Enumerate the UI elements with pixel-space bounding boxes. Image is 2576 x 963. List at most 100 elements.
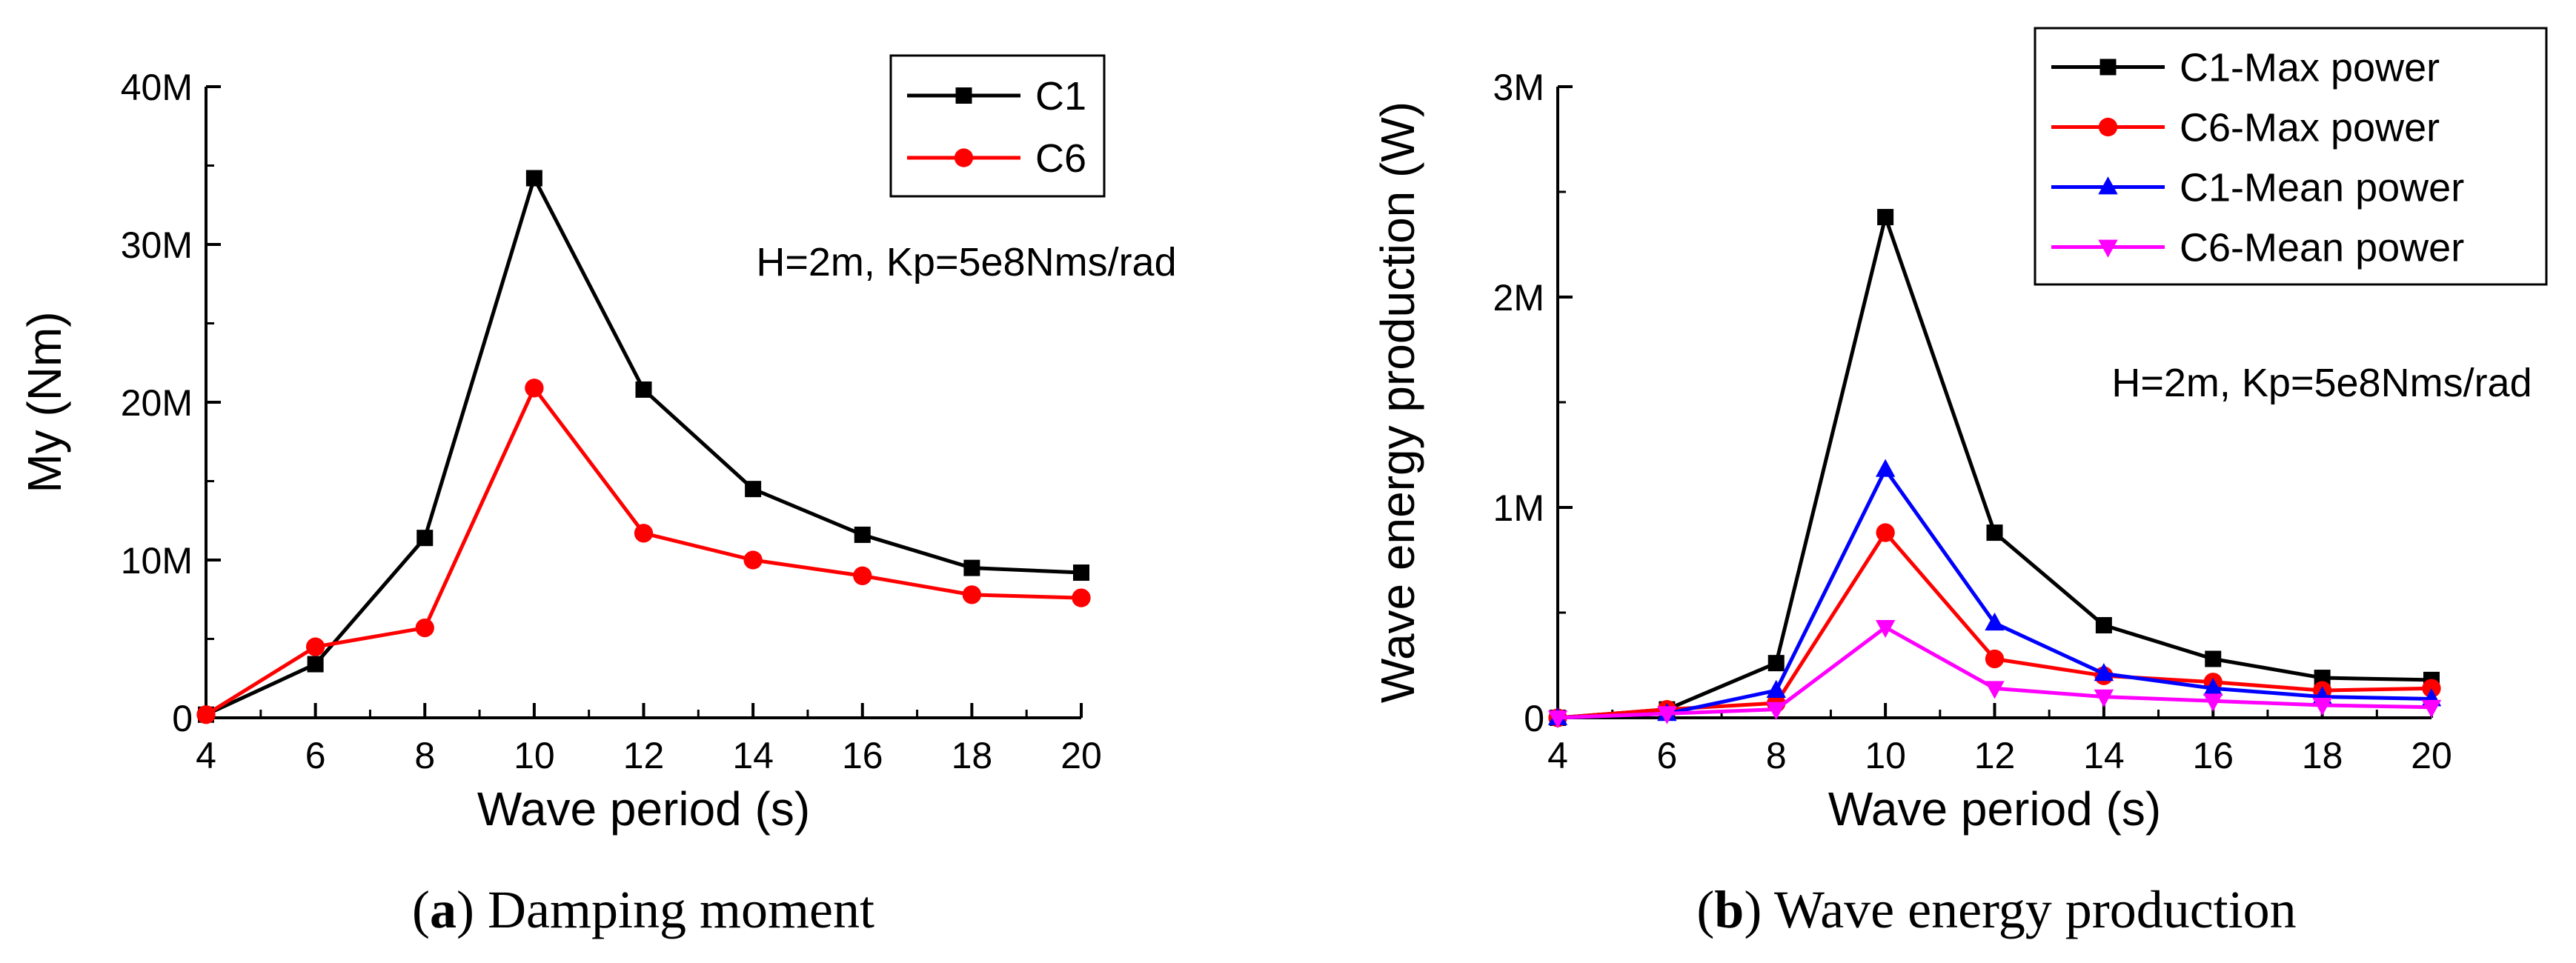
data-point <box>634 524 654 543</box>
x-tick-label: 8 <box>414 735 435 776</box>
series-line-c6 <box>205 386 1082 716</box>
y-tick-label: 1M <box>1493 487 1544 529</box>
data-point <box>307 656 324 673</box>
chart-annotation: H=2m, Kp=5e8Nms/rad <box>2111 361 2532 405</box>
legend-box <box>2034 27 2548 286</box>
legend-marker <box>2099 59 2117 76</box>
legend-label: C1-Mean power <box>2180 166 2464 210</box>
chart-damping-moment: 4 6 8 10 12 14 16 18 20 0 10M 20M 30M 40M Wave period … <box>18 54 1177 939</box>
data-point <box>1985 681 2005 699</box>
data-point <box>743 550 763 570</box>
data-point <box>854 526 871 543</box>
data-point <box>1073 564 1089 582</box>
data-point <box>635 381 652 398</box>
legend-label: C1 <box>1035 74 1086 119</box>
data-point <box>305 637 325 656</box>
legend-label: C1-Max power <box>2180 46 2440 90</box>
data-point <box>1547 710 1568 729</box>
data-point <box>2094 663 2114 682</box>
legend-label: C6-Mean power <box>2180 226 2464 270</box>
x-axis-label: Wave period (s) <box>477 782 810 836</box>
x-tick-label: 8 <box>1766 735 1787 776</box>
caption-letter: a <box>430 880 457 939</box>
data-point <box>2314 670 2331 687</box>
data-point <box>2203 677 2223 696</box>
x-axis-label: Wave period (s) <box>1828 782 2161 836</box>
data-point <box>1985 612 2005 631</box>
y-tick-label: 30M <box>121 224 193 266</box>
data-point <box>415 618 434 638</box>
x-tick-label: 16 <box>2192 735 2234 776</box>
x-tick-label: 16 <box>842 735 883 776</box>
data-point <box>525 379 544 398</box>
data-point <box>196 705 216 724</box>
y-tick-label: 2M <box>1493 277 1544 319</box>
y-axis-label: Wave energy production (W) <box>1371 101 1424 703</box>
x-tick-label: 6 <box>305 735 326 776</box>
caption-paren-open: ( <box>1696 880 1714 939</box>
data-point <box>962 585 982 604</box>
data-point <box>1875 619 1896 639</box>
data-point <box>1877 209 1894 226</box>
legend-marker <box>954 148 974 167</box>
x-tick-label: 20 <box>2411 735 2452 776</box>
caption-paren-close: ) <box>457 880 474 939</box>
x-tick-label: 10 <box>514 735 555 776</box>
data-point <box>853 566 872 585</box>
data-point <box>2312 698 2332 716</box>
y-tick-label: 40M <box>121 67 193 108</box>
y-tick-label: 0 <box>172 698 193 739</box>
y-tick-label: 10M <box>121 540 193 582</box>
legend-marker <box>2098 176 2118 195</box>
y-tick-label: 3M <box>1493 67 1544 108</box>
x-tick-label: 14 <box>2083 735 2125 776</box>
data-point <box>1657 706 1677 724</box>
data-point <box>1072 588 1091 607</box>
x-tick-label: 12 <box>1974 735 2016 776</box>
legend-marker <box>955 87 972 104</box>
x-tick-label: 18 <box>952 735 993 776</box>
legend-marker <box>2098 117 2118 137</box>
data-point <box>1766 679 1786 698</box>
x-tick-label: 4 <box>196 735 216 776</box>
y-axis-label: My (Nm) <box>18 311 71 493</box>
data-point <box>525 170 542 187</box>
x-tick-label: 14 <box>732 735 774 776</box>
y-tick-label: 20M <box>121 382 193 424</box>
data-point <box>416 530 434 547</box>
data-point <box>1876 523 1895 542</box>
caption-paren-open: ( <box>412 880 430 939</box>
data-point <box>963 559 980 576</box>
x-tick-label: 10 <box>1865 735 1906 776</box>
figure-caption: (a) Damping moment <box>412 880 874 939</box>
x-tick-label: 18 <box>2302 735 2343 776</box>
series-line-c1-max-power <box>1557 215 2432 720</box>
data-point <box>745 481 762 498</box>
legend-label: C6-Max power <box>2180 106 2440 150</box>
x-tick-label: 4 <box>1547 735 1568 776</box>
data-point <box>2421 699 2442 719</box>
legend-label: C6 <box>1035 136 1086 181</box>
caption-text: Wave energy production <box>1762 880 2296 939</box>
legend-box <box>889 54 1106 198</box>
legend-marker <box>2098 239 2118 258</box>
data-point <box>1875 459 1896 477</box>
data-point <box>2095 617 2112 634</box>
x-tick-label: 20 <box>1060 735 1102 776</box>
series-line-c1-mean-power <box>1557 467 2432 720</box>
data-point <box>2205 650 2222 667</box>
x-tick-label: 6 <box>1656 735 1677 776</box>
y-tick-label: 0 <box>1524 698 1544 739</box>
caption-letter: b <box>1714 880 1744 939</box>
caption-paren-close: ) <box>1744 880 1762 939</box>
chart-wave-energy-production: 4 6 8 10 12 14 16 18 20 0 1M 2M 3M Wave period (s) Wav… <box>1371 27 2548 939</box>
x-tick-label: 12 <box>623 735 665 776</box>
figure-caption: (b) Wave energy production <box>1696 880 2296 939</box>
caption-text: Damping moment <box>474 880 874 939</box>
data-point <box>1766 702 1786 720</box>
data-point <box>1985 649 2005 669</box>
data-point <box>2094 689 2114 707</box>
data-point <box>1767 655 1785 672</box>
data-point <box>2203 693 2223 712</box>
